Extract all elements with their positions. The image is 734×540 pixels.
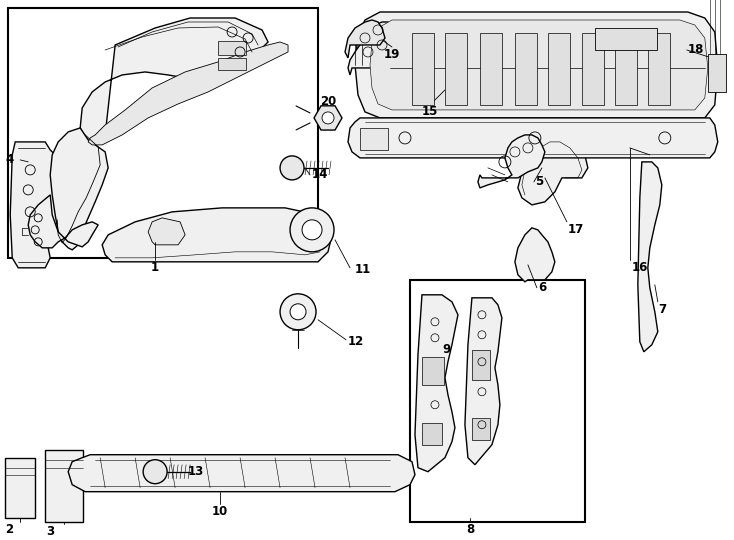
Text: 12: 12	[348, 335, 364, 348]
Text: 16: 16	[632, 261, 648, 274]
Bar	[472, 350, 490, 380]
Bar	[412, 33, 434, 105]
Bar	[472, 418, 490, 440]
Polygon shape	[415, 295, 458, 472]
Text: 20: 20	[320, 96, 336, 109]
Bar	[5, 458, 35, 518]
Bar	[648, 33, 670, 105]
Bar	[218, 41, 246, 55]
Bar	[615, 33, 637, 105]
Text: 10: 10	[212, 505, 228, 518]
Polygon shape	[348, 22, 402, 75]
Polygon shape	[478, 135, 545, 188]
Circle shape	[280, 156, 304, 180]
Bar	[548, 33, 570, 105]
Text: 17: 17	[568, 224, 584, 237]
Circle shape	[290, 208, 334, 252]
Text: 5: 5	[535, 176, 543, 188]
Bar	[708, 54, 726, 92]
Polygon shape	[355, 12, 718, 118]
Polygon shape	[314, 106, 342, 130]
Polygon shape	[638, 162, 662, 352]
Polygon shape	[10, 142, 65, 268]
Bar	[582, 33, 604, 105]
Polygon shape	[102, 208, 332, 262]
Bar	[595, 28, 657, 50]
Polygon shape	[515, 228, 555, 282]
Text: 11: 11	[355, 264, 371, 276]
Polygon shape	[80, 18, 268, 142]
Polygon shape	[518, 135, 588, 205]
Text: 2: 2	[5, 523, 13, 536]
Circle shape	[280, 294, 316, 330]
Text: 1: 1	[151, 261, 159, 274]
Text: 3: 3	[46, 525, 54, 538]
Circle shape	[322, 112, 334, 124]
Text: 7: 7	[658, 303, 666, 316]
Bar	[422, 423, 442, 445]
Polygon shape	[345, 20, 385, 58]
Polygon shape	[370, 20, 708, 110]
Bar	[8, 8, 318, 258]
Text: 18: 18	[688, 43, 704, 57]
Polygon shape	[50, 128, 108, 250]
Bar	[480, 33, 502, 105]
Circle shape	[143, 460, 167, 484]
Bar	[46, 450, 83, 522]
Polygon shape	[88, 42, 288, 145]
Text: 8: 8	[466, 523, 474, 536]
Text: 13: 13	[188, 465, 204, 478]
Text: 9: 9	[443, 343, 451, 356]
Text: 19: 19	[384, 49, 400, 62]
Polygon shape	[148, 218, 185, 245]
Bar	[445, 33, 467, 105]
Circle shape	[290, 304, 306, 320]
Bar	[422, 357, 444, 385]
Text: 6: 6	[538, 281, 546, 294]
Bar	[218, 58, 246, 70]
Bar	[515, 33, 537, 105]
Bar	[410, 280, 585, 522]
Polygon shape	[68, 455, 415, 492]
Polygon shape	[465, 298, 502, 465]
Circle shape	[302, 220, 322, 240]
Polygon shape	[28, 195, 98, 248]
Text: 15: 15	[422, 105, 438, 118]
Polygon shape	[348, 118, 718, 158]
Text: 4: 4	[5, 153, 13, 166]
Bar	[360, 128, 388, 150]
Text: 14: 14	[312, 168, 328, 181]
